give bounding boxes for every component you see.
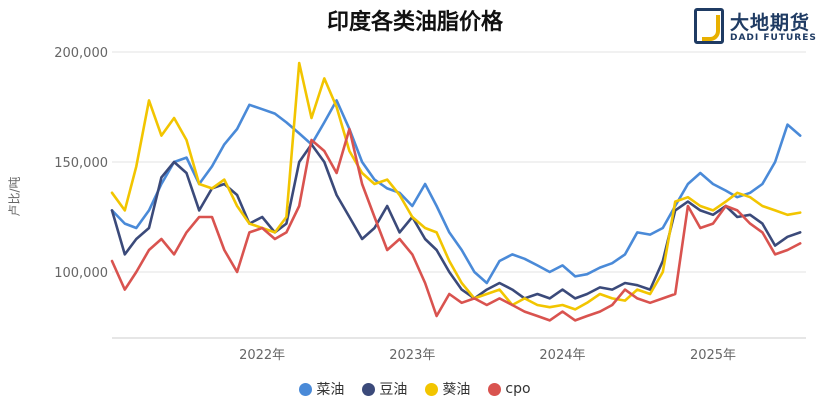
series-line-cpo xyxy=(110,127,802,322)
legend-label: 菜油 xyxy=(316,382,345,398)
x-tick-label: 2022年 xyxy=(239,348,285,363)
x-tick-label: 2023年 xyxy=(389,348,435,363)
legend-item[interactable]: 豆油 xyxy=(362,379,407,399)
x-tick-label: 2024年 xyxy=(539,348,585,363)
logo-subname: DADI FUTURES xyxy=(730,33,817,43)
series-line-菜油 xyxy=(110,99,802,285)
y-tick-label: 200,000 xyxy=(54,46,108,61)
x-tick-label: 2025年 xyxy=(690,348,736,363)
series-line-葵油 xyxy=(110,61,802,311)
legend-label: 豆油 xyxy=(379,382,408,398)
y-tick-label: 100,000 xyxy=(54,266,108,281)
legend-item[interactable]: cpo xyxy=(488,379,531,399)
legend-label: cpo xyxy=(505,381,531,397)
chart-title: 印度各类油脂价格 xyxy=(326,10,503,35)
dadi-futures-logo: 大地期货 DADI FUTURES xyxy=(694,6,828,48)
logo-name: 大地期货 xyxy=(730,12,811,34)
legend-label: 葵油 xyxy=(442,382,471,398)
legend: 菜油 豆油 葵油 cpo xyxy=(0,379,830,399)
legend-swatch-icon xyxy=(488,382,502,396)
legend-item[interactable]: 葵油 xyxy=(425,379,470,399)
y-tick-label: 150,000 xyxy=(54,156,108,171)
legend-swatch-icon xyxy=(362,382,376,396)
legend-swatch-icon xyxy=(299,382,313,396)
logo-mark-icon xyxy=(694,8,724,44)
legend-swatch-icon xyxy=(425,382,439,396)
legend-item[interactable]: 菜油 xyxy=(299,379,344,399)
